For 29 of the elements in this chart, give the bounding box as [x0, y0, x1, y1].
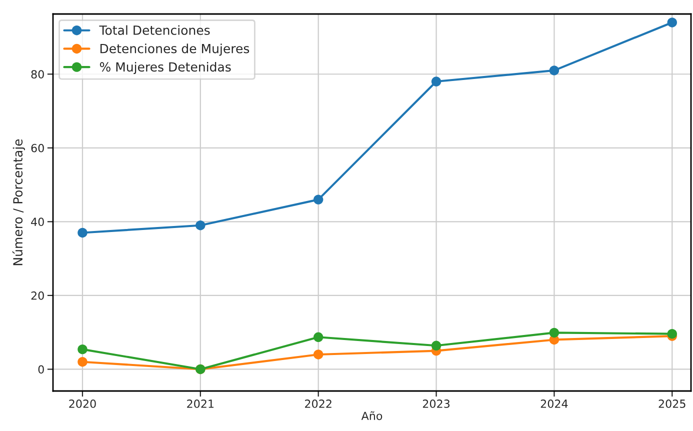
point — [313, 350, 324, 360]
x-tick-label: 2023 — [422, 400, 450, 408]
point — [667, 18, 677, 28]
legend-label: Detenciones de Mujeres — [100, 44, 250, 56]
x-tick-label: 2024 — [540, 400, 568, 408]
y-tick-label: 60 — [31, 144, 44, 152]
x-tick-label: 2021 — [187, 400, 214, 408]
point — [78, 228, 88, 238]
x-tick-label: 2022 — [305, 400, 332, 408]
point — [313, 194, 324, 204]
point — [196, 220, 206, 230]
y-axis-title: Número / Porcentaje — [12, 139, 25, 266]
point — [431, 76, 442, 86]
point — [667, 328, 677, 339]
point — [313, 332, 324, 342]
x-tick-label: 2020 — [69, 400, 96, 408]
legend-label: Total Detenciones — [99, 25, 210, 35]
point — [549, 328, 560, 338]
y-tick-label: 40 — [31, 218, 44, 226]
legend-label: % Mujeres Detenidas — [100, 62, 231, 74]
y-tick-label: 20 — [31, 291, 44, 300]
y-tick-label: 80 — [31, 70, 44, 79]
point — [78, 356, 88, 367]
point — [431, 340, 442, 350]
x-axis-title: Año — [361, 411, 382, 420]
y-tick-label: 0 — [38, 365, 44, 374]
point — [549, 66, 560, 76]
point — [78, 344, 88, 354]
x-tick-label: 2025 — [658, 400, 686, 408]
